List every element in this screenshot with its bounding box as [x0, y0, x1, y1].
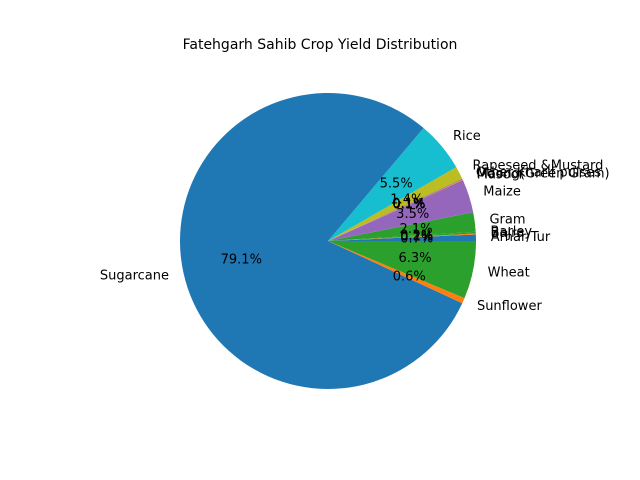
chart-title: Fatehgarh Sahib Crop Yield Distribution: [183, 37, 458, 53]
slice-label-other-kharif-pulses: Other Kharif pulses: [476, 165, 601, 180]
slice-label-moong-green-gram: Moong(Green Gram): [476, 166, 609, 181]
slice-label-maize: Maize: [483, 185, 521, 200]
slice-percent-other-kharif-pulses: 0.1%: [392, 196, 425, 211]
pie-slice-gram: [328, 212, 476, 241]
pie-slice-masoor: [328, 180, 464, 241]
slice-percent-rice: 5.5%: [380, 177, 413, 192]
slice-percent-wheat: 6.3%: [399, 251, 432, 266]
pie-slice-rice: [328, 127, 457, 241]
pie-slice-sunflower: [328, 241, 465, 304]
pie-slice-moong-green-gram: [328, 179, 464, 241]
slice-percent-sugarcane: 79.1%: [221, 253, 262, 268]
slice-label-arhar-tur: Arhar/Tur: [491, 230, 551, 245]
pie-slice-other-kharif-pulses: [328, 178, 463, 241]
slice-percent-labels: 0.7%0.1%0.2%2.1%3.5%0.1%0.1%0.1%1.4%5.5%…: [221, 177, 434, 285]
slice-percent-maize: 3.5%: [396, 207, 429, 222]
pie-slice-maize: [328, 181, 474, 241]
slice-percent-arhar-tur: 0.7%: [400, 232, 433, 247]
pie-slice-rapeseed-mustard: [328, 167, 463, 241]
pie-slice-bajra: [328, 233, 476, 241]
slice-percent-bajra: 0.1%: [400, 229, 433, 244]
slice-percent-sunflower: 0.6%: [393, 269, 426, 284]
slice-percent-moong-green-gram: 0.1%: [392, 197, 425, 212]
pie-slice-sugarcane: [180, 93, 463, 390]
pie-slice-barley: [328, 231, 476, 241]
slice-label-sunflower: Sunflower: [477, 299, 543, 314]
slice-label-rapeseed-mustard: Rapeseed &Mustard: [473, 159, 604, 174]
slice-label-wheat: Wheat: [488, 266, 530, 281]
pie-slice-wheat: [328, 241, 476, 299]
pie-slice-arhar-tur: [328, 234, 476, 241]
slice-label-barley: Barley: [491, 224, 533, 239]
slice-percent-gram: 2.1%: [400, 222, 433, 237]
slice-label-masoor: Masoor: [477, 167, 525, 182]
slice-label-sugarcane: Sugarcane: [100, 269, 169, 284]
slice-percent-rapeseed-mustard: 1.4%: [390, 193, 423, 208]
slice-label-gram: Gram: [489, 213, 525, 228]
slice-percent-masoor: 0.1%: [393, 197, 426, 212]
pie-slices: [180, 93, 476, 390]
slice-percent-barley: 0.2%: [400, 228, 433, 243]
slice-label-bajra: Bajra: [491, 226, 525, 241]
slice-label-rice: Rice: [453, 129, 481, 144]
